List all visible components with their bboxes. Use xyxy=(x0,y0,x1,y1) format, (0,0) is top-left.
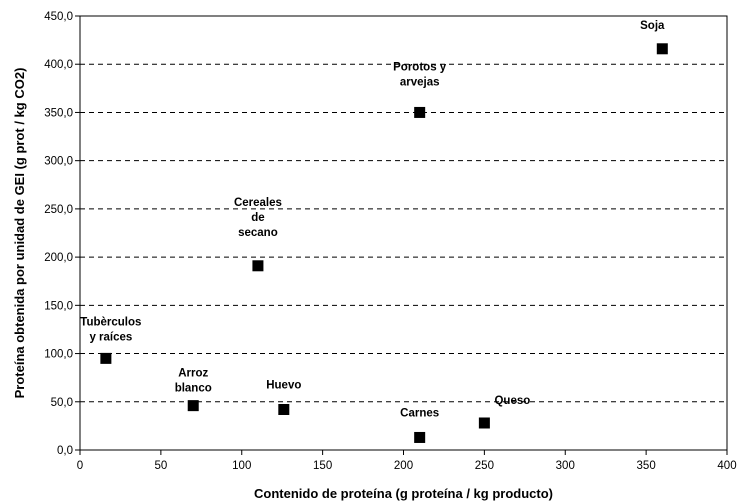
x-tick-label: 50 xyxy=(154,460,167,472)
data-point-label: Queso xyxy=(494,395,530,407)
data-point-label: Cereales de secano xyxy=(234,197,282,239)
data-point-marker xyxy=(656,43,668,55)
x-tick-label: 400 xyxy=(717,460,736,472)
y-tick-label: 0,0 xyxy=(57,445,73,457)
gridlines xyxy=(80,63,727,403)
data-point-marker xyxy=(414,106,426,118)
data-point-marker xyxy=(100,352,112,364)
data-point-label: Huevo xyxy=(266,379,301,391)
x-axis: 0 50 100 150 200 250 300 350 400 xyxy=(77,450,737,472)
x-tick-label: 250 xyxy=(475,460,494,472)
data-point-label: Carnes xyxy=(400,407,439,419)
y-tick-label: 100,0 xyxy=(44,349,73,361)
y-tick-label: 400,0 xyxy=(44,59,73,71)
y-tick-label: 250,0 xyxy=(44,204,73,216)
x-tick-label: 300 xyxy=(556,460,575,472)
y-axis: 0,0 50,0 100,0 150,0 200,0 250,0 300,0 350,0 400… xyxy=(44,11,80,457)
data-point-label: Porotos y arvejas xyxy=(393,61,447,88)
x-tick-label: 100 xyxy=(232,460,251,472)
data-point-marker xyxy=(278,403,290,415)
data-point-marker xyxy=(478,417,490,429)
data-point-label: Arroz blanco xyxy=(175,368,212,395)
x-tick-label: 200 xyxy=(394,460,413,472)
y-tick-label: 300,0 xyxy=(44,156,73,168)
y-tick-label: 150,0 xyxy=(44,300,73,312)
x-tick-label: 0 xyxy=(77,460,83,472)
data-point-marker xyxy=(187,400,199,412)
y-tick-label: 200,0 xyxy=(44,252,73,264)
y-tick-label: 450,0 xyxy=(44,11,73,23)
data-point-marker xyxy=(252,260,264,272)
x-axis-title: Contenido de proteína (g proteína / kg p… xyxy=(254,486,553,501)
x-tick-label: 150 xyxy=(313,460,332,472)
data-point-label: Tubèrculos y raíces xyxy=(80,316,141,343)
y-tick-label: 50,0 xyxy=(51,397,73,409)
data-point-marker xyxy=(414,431,426,443)
y-axis-title: Proteína obtenida por unidad de GEI (g p… xyxy=(12,68,27,399)
x-tick-label: 350 xyxy=(637,460,656,472)
y-tick-label: 350,0 xyxy=(44,107,73,119)
data-point-label: Soja xyxy=(640,20,665,32)
data-points: Tubèrculos y raíces Arroz blanco Cereales de s… xyxy=(80,20,668,443)
